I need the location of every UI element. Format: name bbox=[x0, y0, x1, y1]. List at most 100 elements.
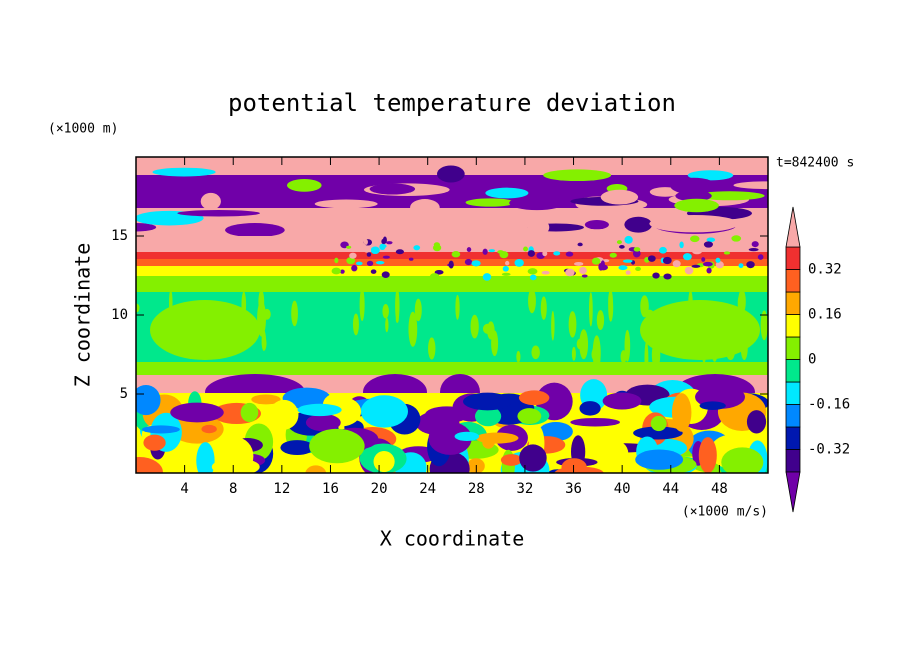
field-blob bbox=[414, 298, 422, 322]
field-blob bbox=[415, 236, 421, 243]
field-blob bbox=[471, 260, 481, 267]
x-tick-label: 16 bbox=[322, 481, 339, 497]
field-blob bbox=[733, 181, 768, 190]
field-blob bbox=[692, 248, 702, 255]
field-blob bbox=[616, 240, 622, 245]
field-blob bbox=[286, 178, 322, 192]
field-blob bbox=[706, 237, 716, 243]
field-blob bbox=[413, 245, 421, 251]
field-blob bbox=[543, 169, 612, 182]
field-blob bbox=[451, 251, 461, 258]
field-blob bbox=[470, 314, 479, 339]
colorbar-box bbox=[785, 381, 801, 405]
y-unit: (×1000 m) bbox=[48, 122, 118, 137]
field-blob bbox=[529, 274, 537, 281]
colorbar-extend-low bbox=[785, 471, 801, 513]
field-blob bbox=[691, 264, 701, 268]
field-blob bbox=[482, 323, 492, 334]
field-blob bbox=[748, 248, 759, 252]
field-blob bbox=[602, 392, 642, 410]
y-tick-label: 15 bbox=[111, 228, 128, 244]
colorbar-box bbox=[785, 336, 801, 360]
field-blob bbox=[579, 401, 601, 416]
field-blob bbox=[359, 288, 365, 322]
field-blob bbox=[683, 253, 692, 261]
field-blob bbox=[608, 293, 614, 322]
time-label: t=842400 s bbox=[776, 156, 854, 171]
field-blob bbox=[434, 270, 444, 275]
field-blob bbox=[240, 402, 259, 423]
field-blob bbox=[136, 384, 161, 416]
field-blob bbox=[619, 245, 625, 249]
colorbar-box bbox=[785, 449, 801, 473]
field-blob bbox=[761, 243, 768, 249]
field-blob bbox=[591, 257, 601, 265]
field-blob bbox=[475, 432, 519, 444]
field-blob bbox=[455, 294, 460, 320]
field-blob bbox=[746, 261, 755, 269]
field-blob bbox=[650, 415, 667, 432]
y-axis-label: Z coordinate bbox=[71, 243, 95, 388]
field-blob bbox=[675, 190, 712, 202]
field-blob bbox=[280, 440, 314, 456]
field-blob bbox=[633, 247, 641, 252]
field-blob bbox=[577, 242, 583, 247]
field-blob bbox=[366, 252, 372, 257]
field-blob bbox=[381, 238, 386, 245]
x-tick-label: 48 bbox=[711, 481, 728, 497]
field-blob bbox=[579, 329, 589, 360]
colorbar-extend-high bbox=[785, 206, 801, 248]
field-blob bbox=[647, 255, 656, 262]
field-blob bbox=[715, 261, 724, 269]
field-blob bbox=[463, 392, 513, 411]
x-tick-label: 20 bbox=[371, 481, 388, 497]
field-blob bbox=[505, 260, 510, 266]
field-blob bbox=[757, 254, 764, 260]
colorbar-tick-label: 0 bbox=[808, 352, 816, 368]
field-blob bbox=[375, 260, 385, 265]
field-blob bbox=[394, 237, 402, 243]
x-tick-label: 8 bbox=[229, 481, 237, 497]
colorbar-tick-label: 0.32 bbox=[808, 262, 842, 278]
field-blob bbox=[410, 199, 440, 217]
field-blob bbox=[502, 265, 509, 272]
field-blob bbox=[516, 350, 521, 363]
field-blob bbox=[541, 270, 550, 275]
field-blob bbox=[600, 189, 639, 205]
field-blob bbox=[501, 272, 511, 276]
colorbar-tick-label: -0.16 bbox=[808, 397, 850, 413]
chart-title: potential temperature deviation bbox=[228, 89, 676, 117]
field-blob bbox=[334, 257, 339, 264]
field-blob bbox=[706, 267, 712, 274]
field-blob bbox=[200, 192, 221, 210]
field-blob bbox=[370, 269, 377, 274]
field-blob bbox=[169, 192, 201, 200]
field-blob bbox=[355, 261, 363, 266]
field-blob bbox=[593, 438, 629, 468]
field-blob bbox=[544, 241, 549, 245]
field-blob bbox=[584, 220, 609, 230]
x-tick-label: 24 bbox=[419, 481, 436, 497]
field-blob bbox=[428, 337, 436, 360]
field-blob bbox=[499, 251, 509, 259]
field-blob bbox=[136, 456, 163, 473]
field-blob bbox=[136, 303, 140, 313]
field-blob bbox=[488, 249, 496, 253]
field-blob bbox=[474, 406, 502, 427]
field-blob bbox=[528, 288, 536, 314]
x-axis-label: X coordinate bbox=[380, 527, 525, 551]
field-blob bbox=[143, 434, 166, 451]
field-blob bbox=[517, 408, 542, 425]
field-blob bbox=[665, 242, 675, 249]
field-blob bbox=[659, 246, 667, 254]
field-blob bbox=[723, 251, 731, 255]
field-blob bbox=[258, 289, 265, 314]
colorbar-box bbox=[785, 359, 801, 383]
field-blob bbox=[633, 426, 683, 440]
field-blob bbox=[225, 223, 285, 238]
x-tick-label: 44 bbox=[662, 481, 679, 497]
field-blob bbox=[746, 410, 767, 434]
field-blob bbox=[602, 259, 610, 263]
field-blob bbox=[519, 444, 547, 472]
field-blob bbox=[640, 295, 649, 318]
